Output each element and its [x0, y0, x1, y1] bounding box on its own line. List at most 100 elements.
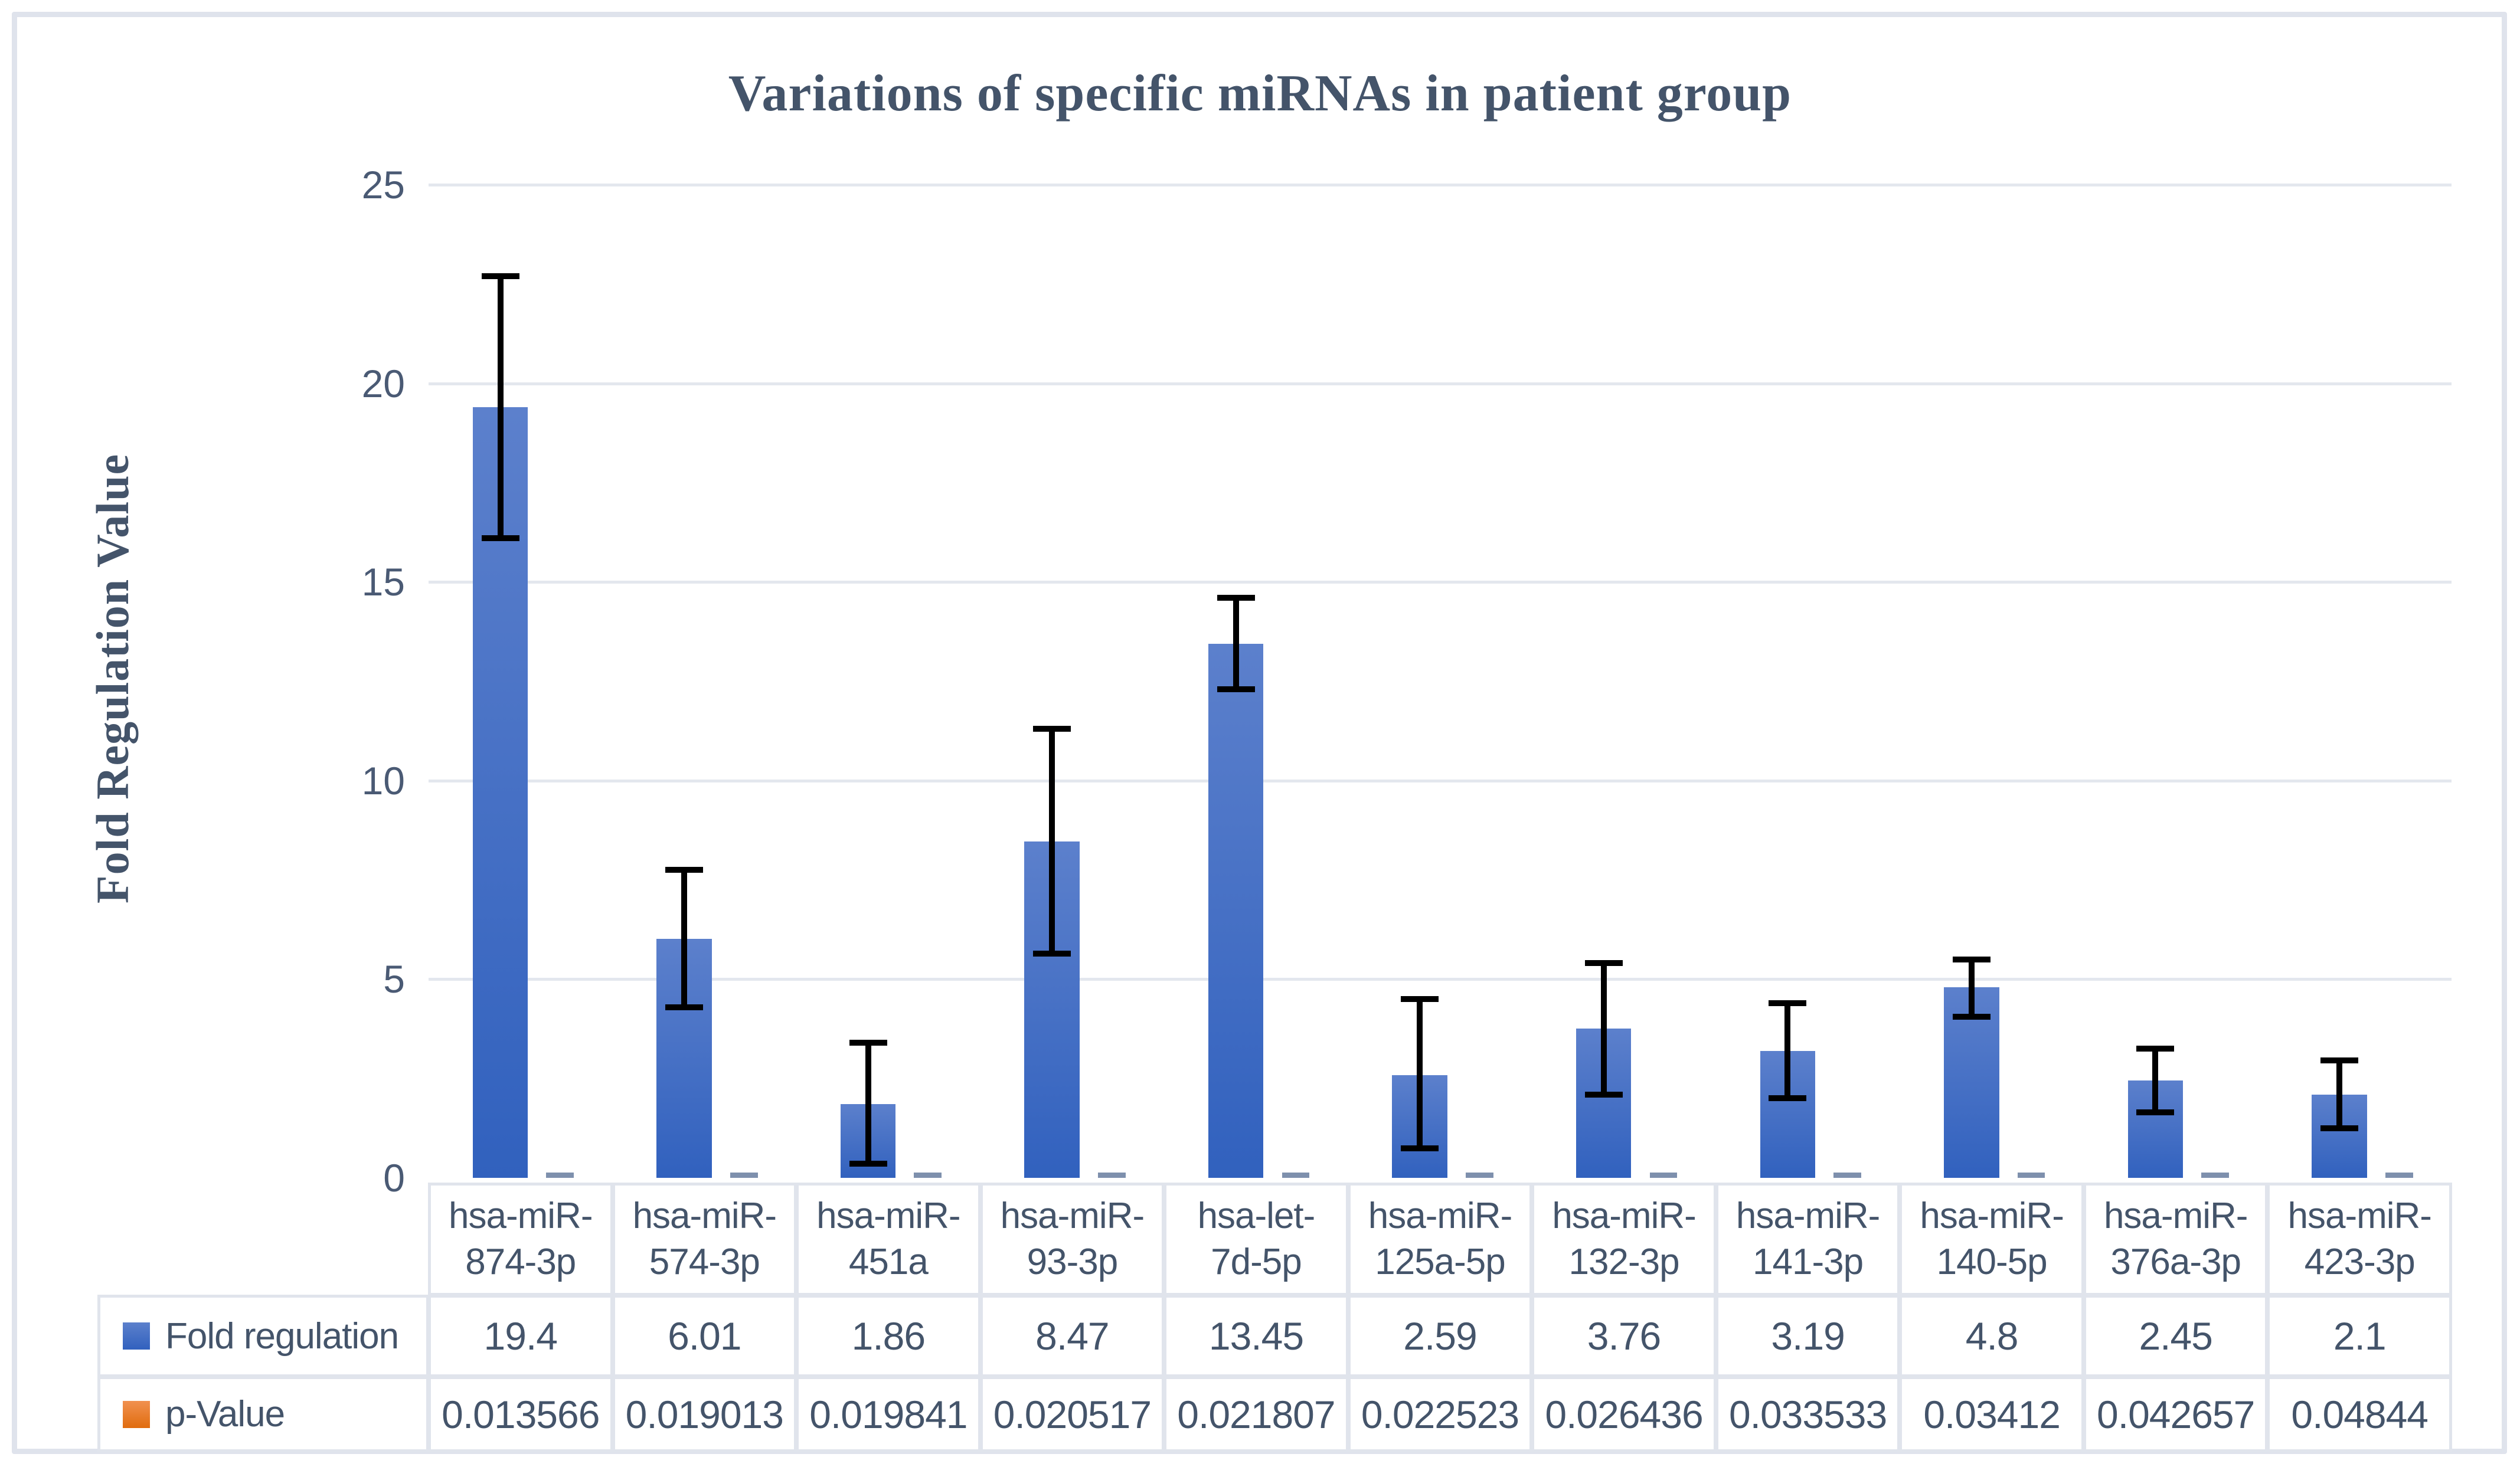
category-header-cell: hsa-miR- 574-3p — [615, 1186, 795, 1293]
error-bar-line — [1233, 598, 1239, 689]
error-bar-line — [1784, 1003, 1791, 1099]
p-value-value-cell: 0.022523 — [1350, 1379, 1530, 1449]
y-tick-label: 0 — [383, 1156, 405, 1200]
fold-regulation-value-cell: 13.45 — [1166, 1298, 1346, 1374]
p-value-row-header: p-Value — [100, 1379, 426, 1449]
p-value-value-cell: 0.033533 — [1718, 1379, 1898, 1449]
category-label-line: hsa-miR- — [1552, 1196, 1696, 1236]
p-value-legend-key-icon — [123, 1400, 150, 1428]
category-header-cell: hsa-miR- 423-3p — [2270, 1186, 2449, 1293]
fold-regulation-legend-label: Fold regulation — [165, 1315, 399, 1357]
error-bar-cap — [2320, 1125, 2358, 1131]
error-bar-line — [865, 1043, 871, 1164]
error-bar-cap — [481, 273, 519, 279]
y-tick-label: 15 — [361, 560, 405, 604]
p-value-value-cell: 0.013566 — [431, 1379, 610, 1449]
p-value-bar — [914, 1173, 942, 1178]
error-bar-line — [2152, 1049, 2159, 1112]
error-bar-cap — [1033, 726, 1071, 732]
category-label-line: hsa-miR- — [449, 1196, 593, 1236]
p-value-bar — [1649, 1173, 1678, 1178]
p-value-bar — [546, 1173, 574, 1178]
error-bar-cap — [1584, 1091, 1623, 1098]
fold-regulation-value-cell: 3.76 — [1534, 1298, 1714, 1374]
gridline — [429, 978, 2452, 981]
error-bar-cap — [1033, 950, 1071, 957]
error-bar-line — [1417, 999, 1423, 1148]
error-bar-cap — [665, 867, 704, 873]
error-bar-cap — [849, 1161, 887, 1167]
p-value-value-cell: 0.026436 — [1534, 1379, 1714, 1449]
category-label-line: hsa-let- — [1197, 1196, 1316, 1236]
y-tick-label: 25 — [361, 163, 405, 207]
category-label-line: 376a-3p — [2110, 1242, 2241, 1282]
gridline — [429, 184, 2452, 186]
fold-regulation-value-cell: 2.59 — [1350, 1298, 1530, 1374]
error-bar-cap — [1952, 1014, 1990, 1020]
category-header-cell: hsa-miR- 132-3p — [1534, 1186, 1714, 1293]
category-label-line: 132-3p — [1568, 1242, 1680, 1282]
error-bar-cap — [2320, 1057, 2358, 1064]
data-table: hsa-miR- 874-3p hsa-miR- 574-3p hsa-miR- 451a… — [98, 1183, 2452, 1452]
category-label-line: hsa-miR- — [632, 1196, 777, 1236]
gridline — [429, 779, 2452, 782]
p-value-bar — [1282, 1173, 1310, 1178]
category-label-line: hsa-miR- — [1000, 1196, 1145, 1236]
error-bar-cap — [1401, 996, 1439, 1003]
category-label-line: 140-5p — [1936, 1242, 2048, 1282]
category-label-line: 574-3p — [649, 1242, 760, 1282]
table-corner-blank — [100, 1186, 426, 1293]
category-header-cell: hsa-miR- 451a — [799, 1186, 978, 1293]
error-bar-cap — [481, 535, 519, 542]
category-label-line: hsa-miR- — [2287, 1196, 2431, 1236]
y-tick-label: 5 — [383, 957, 405, 1001]
p-value-legend-label: p-Value — [165, 1394, 285, 1435]
p-value-bar — [2201, 1173, 2230, 1178]
p-value-value-cell: 0.021807 — [1166, 1379, 1346, 1449]
fold-regulation-value-cell: 1.86 — [799, 1298, 978, 1374]
category-label-line: hsa-miR- — [1920, 1196, 2064, 1236]
error-bar-cap — [1217, 595, 1255, 601]
p-value-value-cell: 0.03412 — [1902, 1379, 2081, 1449]
p-value-value-cell: 0.020517 — [982, 1379, 1162, 1449]
p-value-bar — [2385, 1173, 2413, 1178]
error-bar-line — [1049, 729, 1055, 954]
p-value-value-cell: 0.04844 — [2270, 1379, 2449, 1449]
p-value-bar — [1833, 1173, 1861, 1178]
y-axis-title: Fold Regulation Value — [87, 453, 138, 904]
error-bar-cap — [1584, 960, 1623, 967]
category-label-line: 874-3p — [465, 1242, 576, 1282]
error-bar-line — [681, 870, 688, 1007]
p-value-value-cell: 0.042657 — [2086, 1379, 2266, 1449]
fold-regulation-row-header: Fold regulation — [100, 1298, 426, 1374]
error-bar-cap — [1217, 686, 1255, 692]
fold-regulation-value-cell: 2.1 — [2270, 1298, 2449, 1374]
category-label-line: hsa-miR- — [1368, 1196, 1512, 1236]
category-label-line: hsa-miR- — [1735, 1196, 1880, 1236]
category-label-line: hsa-miR- — [816, 1196, 960, 1236]
error-bar-line — [1600, 963, 1607, 1095]
category-header-cell: hsa-miR- 140-5p — [1902, 1186, 2081, 1293]
error-bar-cap — [665, 1004, 704, 1010]
category-label-line: 125a-5p — [1375, 1242, 1506, 1282]
gridline — [429, 382, 2452, 385]
p-value-bar — [1098, 1173, 1126, 1178]
p-value-bar — [730, 1173, 758, 1178]
error-bar-cap — [1769, 1000, 1807, 1006]
error-bar-cap — [1952, 956, 1990, 962]
error-bar-cap — [1769, 1095, 1807, 1102]
error-bar-line — [2336, 1060, 2342, 1128]
p-value-value-cell: 0.019013 — [615, 1379, 795, 1449]
p-value-bar — [1466, 1173, 1493, 1178]
error-bar-cap — [1401, 1145, 1439, 1151]
chart-title: Variations of specific miRNAs in patient… — [728, 65, 1792, 122]
gridline — [429, 581, 2452, 584]
category-label-line: 423-3p — [2304, 1242, 2416, 1282]
fold-regulation-value-cell: 3.19 — [1718, 1298, 1898, 1374]
fold-regulation-value-cell: 6.01 — [615, 1298, 795, 1374]
fold-regulation-value-cell: 2.45 — [2086, 1298, 2266, 1374]
category-label-line: 7d-5p — [1211, 1242, 1302, 1282]
y-tick-label: 10 — [361, 758, 405, 803]
y-tick-label: 20 — [361, 361, 405, 405]
category-header-cell: hsa-miR- 376a-3p — [2086, 1186, 2266, 1293]
